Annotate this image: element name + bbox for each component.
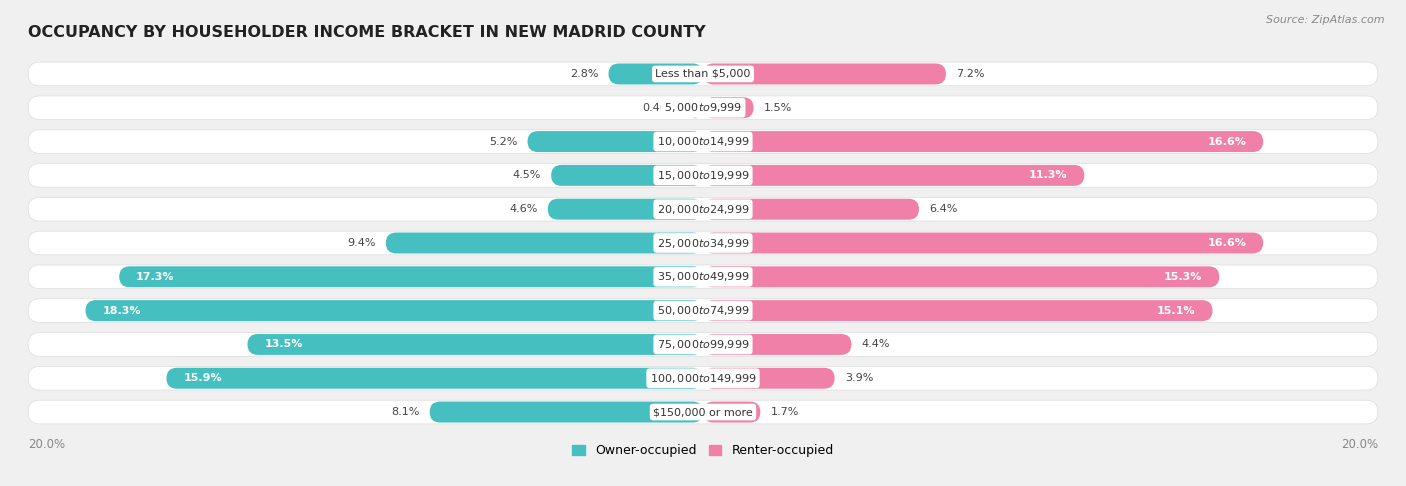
- Text: 20.0%: 20.0%: [1341, 438, 1378, 451]
- FancyBboxPatch shape: [703, 97, 754, 118]
- Text: 2.8%: 2.8%: [569, 69, 599, 79]
- Legend: Owner-occupied, Renter-occupied: Owner-occupied, Renter-occupied: [568, 439, 838, 462]
- FancyBboxPatch shape: [28, 231, 1378, 255]
- Text: 0.46%: 0.46%: [643, 103, 678, 113]
- Text: $15,000 to $19,999: $15,000 to $19,999: [657, 169, 749, 182]
- FancyBboxPatch shape: [609, 64, 703, 85]
- Text: $10,000 to $14,999: $10,000 to $14,999: [657, 135, 749, 148]
- FancyBboxPatch shape: [166, 368, 703, 389]
- Text: 15.9%: 15.9%: [183, 373, 222, 383]
- FancyBboxPatch shape: [703, 334, 852, 355]
- FancyBboxPatch shape: [28, 366, 1378, 390]
- FancyBboxPatch shape: [548, 199, 703, 220]
- Text: 17.3%: 17.3%: [136, 272, 174, 282]
- Text: 16.6%: 16.6%: [1208, 137, 1246, 147]
- Text: 1.5%: 1.5%: [763, 103, 792, 113]
- Text: 5.2%: 5.2%: [489, 137, 517, 147]
- FancyBboxPatch shape: [120, 266, 703, 287]
- FancyBboxPatch shape: [703, 266, 1219, 287]
- FancyBboxPatch shape: [28, 332, 1378, 356]
- Text: 4.4%: 4.4%: [862, 339, 890, 349]
- Text: 4.5%: 4.5%: [513, 171, 541, 180]
- Text: $75,000 to $99,999: $75,000 to $99,999: [657, 338, 749, 351]
- Text: 7.2%: 7.2%: [956, 69, 984, 79]
- Text: $100,000 to $149,999: $100,000 to $149,999: [650, 372, 756, 385]
- FancyBboxPatch shape: [86, 300, 703, 321]
- FancyBboxPatch shape: [28, 400, 1378, 424]
- Text: Less than $5,000: Less than $5,000: [655, 69, 751, 79]
- FancyBboxPatch shape: [28, 130, 1378, 154]
- Text: 18.3%: 18.3%: [103, 306, 141, 315]
- FancyBboxPatch shape: [703, 300, 1212, 321]
- FancyBboxPatch shape: [28, 164, 1378, 187]
- FancyBboxPatch shape: [703, 401, 761, 422]
- FancyBboxPatch shape: [688, 97, 703, 118]
- Text: $25,000 to $34,999: $25,000 to $34,999: [657, 237, 749, 249]
- FancyBboxPatch shape: [28, 265, 1378, 289]
- Text: $50,000 to $74,999: $50,000 to $74,999: [657, 304, 749, 317]
- FancyBboxPatch shape: [703, 368, 835, 389]
- FancyBboxPatch shape: [527, 131, 703, 152]
- Text: 4.6%: 4.6%: [509, 204, 537, 214]
- Text: 11.3%: 11.3%: [1029, 171, 1067, 180]
- FancyBboxPatch shape: [28, 299, 1378, 322]
- Text: $35,000 to $49,999: $35,000 to $49,999: [657, 270, 749, 283]
- Text: OCCUPANCY BY HOUSEHOLDER INCOME BRACKET IN NEW MADRID COUNTY: OCCUPANCY BY HOUSEHOLDER INCOME BRACKET …: [28, 25, 706, 40]
- Text: 6.4%: 6.4%: [929, 204, 957, 214]
- Text: $20,000 to $24,999: $20,000 to $24,999: [657, 203, 749, 216]
- FancyBboxPatch shape: [28, 197, 1378, 221]
- Text: 13.5%: 13.5%: [264, 339, 302, 349]
- Text: Source: ZipAtlas.com: Source: ZipAtlas.com: [1267, 15, 1385, 25]
- Text: 15.1%: 15.1%: [1157, 306, 1195, 315]
- FancyBboxPatch shape: [703, 131, 1263, 152]
- FancyBboxPatch shape: [28, 62, 1378, 86]
- Text: 16.6%: 16.6%: [1208, 238, 1246, 248]
- FancyBboxPatch shape: [703, 165, 1084, 186]
- FancyBboxPatch shape: [385, 232, 703, 254]
- Text: 8.1%: 8.1%: [391, 407, 419, 417]
- Text: 9.4%: 9.4%: [347, 238, 375, 248]
- FancyBboxPatch shape: [28, 96, 1378, 120]
- Text: 20.0%: 20.0%: [28, 438, 65, 451]
- FancyBboxPatch shape: [430, 401, 703, 422]
- FancyBboxPatch shape: [703, 64, 946, 85]
- FancyBboxPatch shape: [551, 165, 703, 186]
- Text: 3.9%: 3.9%: [845, 373, 873, 383]
- FancyBboxPatch shape: [247, 334, 703, 355]
- FancyBboxPatch shape: [703, 199, 920, 220]
- Text: $5,000 to $9,999: $5,000 to $9,999: [664, 101, 742, 114]
- Text: 15.3%: 15.3%: [1164, 272, 1202, 282]
- FancyBboxPatch shape: [703, 232, 1263, 254]
- Text: 1.7%: 1.7%: [770, 407, 799, 417]
- Text: $150,000 or more: $150,000 or more: [654, 407, 752, 417]
